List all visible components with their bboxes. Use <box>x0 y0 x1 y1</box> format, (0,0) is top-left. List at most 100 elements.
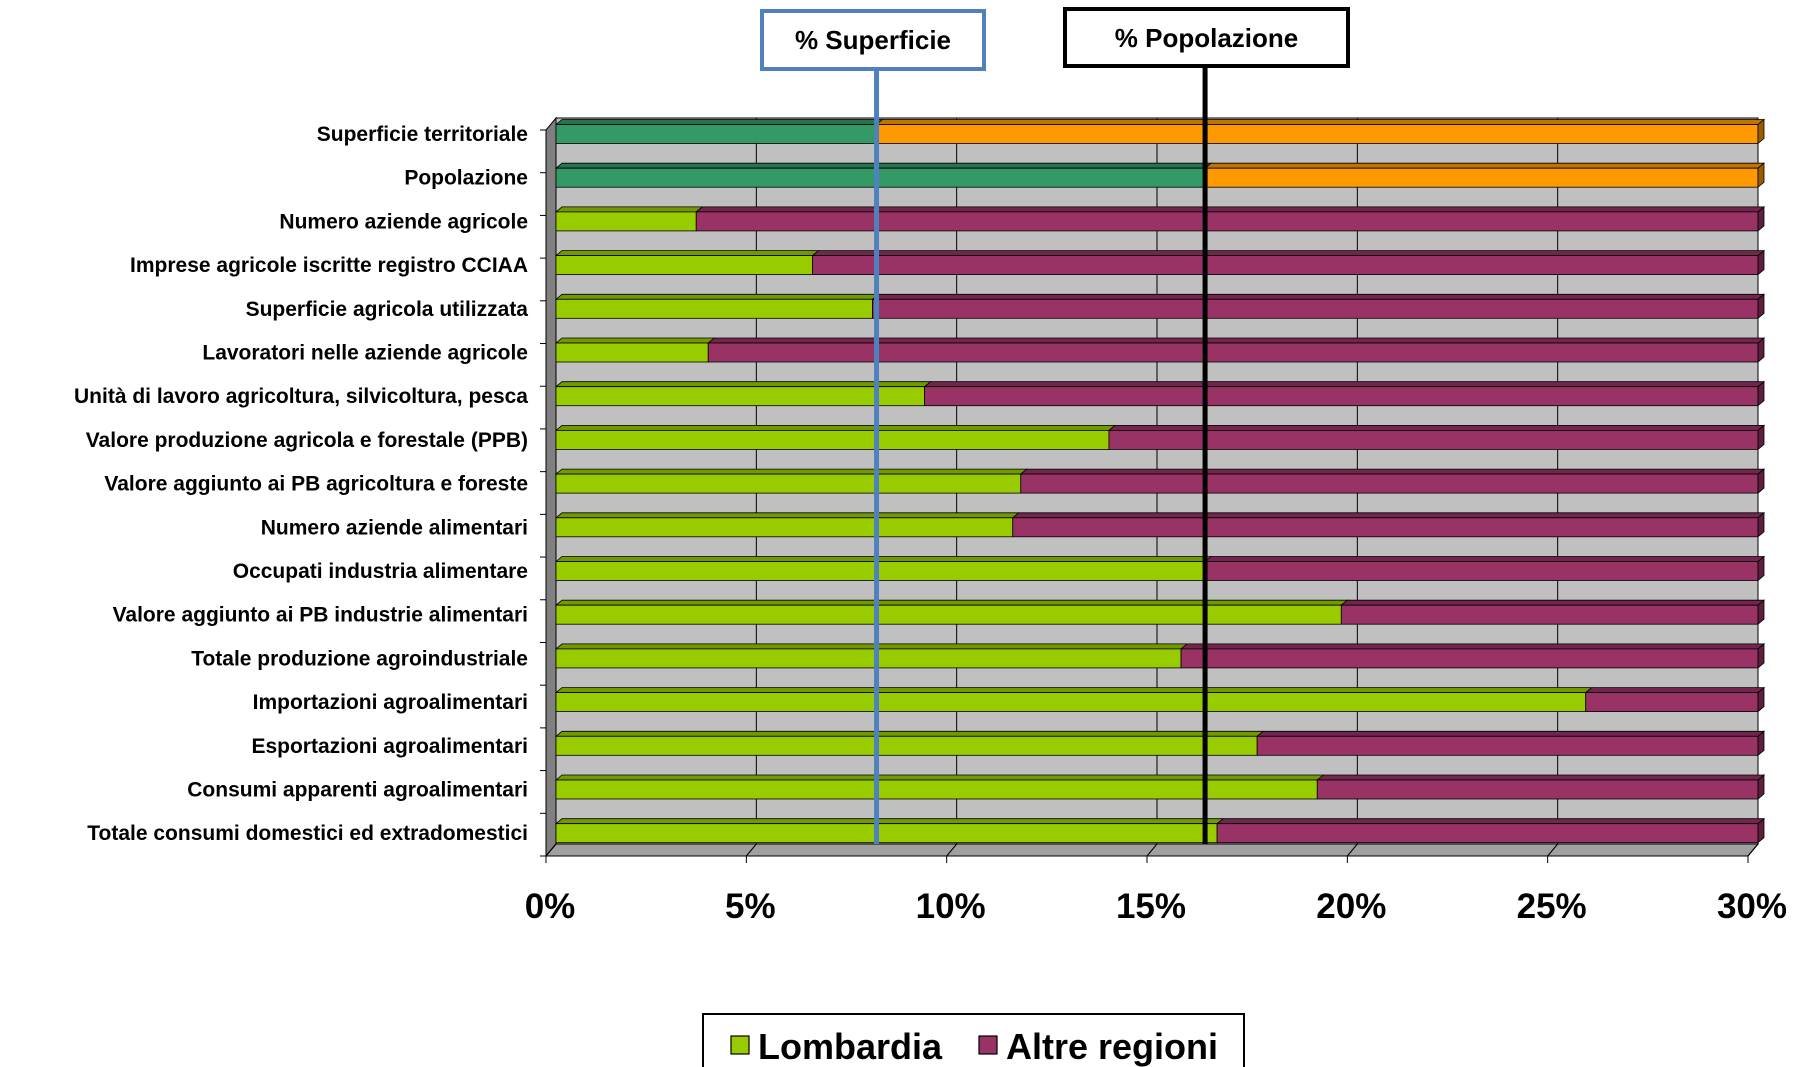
bar-top-altre-regioni <box>1340 599 1766 606</box>
category-label: Importazioni agroalimentari <box>253 691 528 714</box>
bar-altre-regioni <box>1180 648 1759 669</box>
bar-row <box>554 249 1766 276</box>
bar-altre-regioni <box>695 211 1759 232</box>
bar-lombardia <box>555 517 1014 538</box>
bar-lombardia <box>555 211 697 232</box>
reference-line-label: % Superficie <box>795 25 951 55</box>
bar-top-lombardia <box>554 774 1325 781</box>
bar-top-lombardia <box>554 206 704 213</box>
bar-end-cap <box>1757 643 1765 669</box>
bar-top-lombardia <box>554 643 1189 650</box>
bar-altre-regioni <box>872 298 1759 319</box>
plot-side-wall <box>545 116 557 858</box>
bar-top-altre-regioni <box>871 293 1766 300</box>
bar-top-altre-regioni <box>1203 556 1766 562</box>
bar-top-lombardia <box>554 424 1117 431</box>
category-labels: Superficie territoriale Popolazione Numero… <box>74 123 528 845</box>
bar-top-altre-regioni <box>811 250 1766 257</box>
bar-lombardia <box>555 167 1206 188</box>
bar-row <box>554 643 1766 669</box>
category-label: Totale produzione agroindustriale <box>191 647 528 670</box>
bar-end-cap <box>1757 555 1765 582</box>
bar-top-lombardia <box>554 599 1349 606</box>
bar-top-altre-regioni <box>1179 643 1766 650</box>
reference-line-label-box <box>1063 7 1350 68</box>
bar-lombardia <box>555 473 1022 494</box>
bar-top-altre-regioni <box>1584 687 1766 693</box>
bar-row <box>554 337 1766 363</box>
category-label: Unità di lavoro agricoltura, silvicoltur… <box>74 385 528 408</box>
bar-lombardia <box>555 298 873 319</box>
bar-lombardia <box>555 386 926 407</box>
bar-top-altre-regioni <box>1203 162 1766 169</box>
gridline-floor <box>1747 843 1759 857</box>
gridline-floor <box>1346 843 1358 857</box>
category-label: Consumi apparenti agroalimentari <box>187 779 528 802</box>
x-tick-label: 20% <box>1316 887 1386 926</box>
bar-row <box>554 424 1766 451</box>
legend-swatch <box>978 1035 998 1055</box>
bar-lombardia <box>555 648 1182 669</box>
category-label: Popolazione <box>404 167 528 190</box>
category-label: Numero aziende alimentari <box>261 516 528 539</box>
bar-end-cap <box>1757 206 1765 232</box>
legend-label: Lombardia <box>758 1026 943 1067</box>
category-label: Superficie territoriale <box>317 123 528 146</box>
gridline-floor <box>1146 843 1158 857</box>
bar-altre-regioni <box>876 124 1759 144</box>
bar-altre-regioni <box>1316 779 1759 800</box>
bar-lombardia <box>555 735 1258 756</box>
reference-line: % Popolazione <box>1063 7 1350 844</box>
bar-altre-regioni <box>1256 735 1759 756</box>
bar-altre-regioni <box>924 386 1759 407</box>
bar-end-cap <box>1757 817 1765 844</box>
bar-top-lombardia <box>554 818 1225 825</box>
bar-lombardia <box>555 124 877 144</box>
bar-top-altre-regioni <box>707 337 1766 344</box>
x-tick-labels: 0% 5% 10% 15% 20% 25% 30% <box>525 887 1787 926</box>
bar-row <box>554 774 1766 800</box>
bar-end-cap <box>1757 424 1765 451</box>
reference-line-label-box <box>760 9 986 71</box>
category-label: Valore produzione agricola e forestale (… <box>86 429 528 452</box>
bar-end-cap <box>1757 511 1765 538</box>
bar-top-lombardia <box>554 556 1213 562</box>
gridline-floor <box>1547 843 1559 857</box>
bar-end-cap <box>1757 337 1765 363</box>
bar-row <box>554 817 1766 844</box>
bar-top-lombardia <box>554 687 1593 693</box>
x-tick-label: 0% <box>525 887 576 926</box>
bar-top-lombardia <box>554 250 820 257</box>
bar-top-altre-regioni <box>875 119 1766 125</box>
bar-altre-regioni <box>1585 692 1759 712</box>
reference-lines: % Superficie % Popolazione <box>760 7 1350 844</box>
bar-altre-regioni <box>707 342 1759 363</box>
bar-end-cap <box>1757 599 1765 626</box>
bar-end-cap <box>1757 293 1765 320</box>
legend-box <box>702 1013 1245 1067</box>
bar-top-altre-regioni <box>695 206 1766 213</box>
category-label: Occupati industria alimentare <box>233 560 528 583</box>
bar-lombardia <box>555 692 1587 712</box>
legend-label: Altre regioni <box>1006 1026 1218 1067</box>
category-label: Lavoratori nelle aziende agricole <box>202 342 528 365</box>
bar-row <box>554 162 1766 189</box>
bar-end-cap <box>1757 468 1765 494</box>
bar-top-altre-regioni <box>1011 512 1766 519</box>
category-label: Totale consumi domestici ed extradomesti… <box>87 822 528 845</box>
bar-top-lombardia <box>554 119 884 125</box>
bar-row <box>554 599 1766 626</box>
category-label: Imprese agricole iscritte registro CCIAA <box>130 254 528 277</box>
x-tick-label: 30% <box>1717 887 1787 926</box>
x-tick-label: 10% <box>916 887 986 926</box>
category-label: Superficie agricola utilizzata <box>246 298 529 321</box>
bar-top-lombardia <box>554 293 880 300</box>
bar-end-cap <box>1757 380 1765 407</box>
bar-altre-regioni <box>1204 167 1759 188</box>
bar-lombardia <box>555 561 1206 581</box>
reference-line-label: % Popolazione <box>1115 23 1298 53</box>
bar-altre-regioni <box>1340 604 1759 625</box>
bar-row <box>554 555 1766 582</box>
bars <box>554 118 1766 844</box>
